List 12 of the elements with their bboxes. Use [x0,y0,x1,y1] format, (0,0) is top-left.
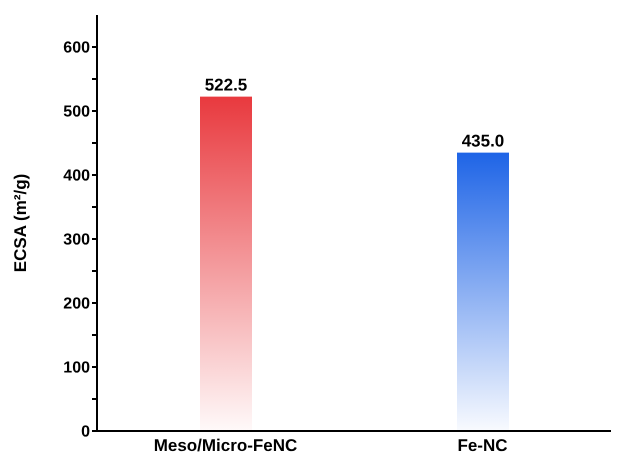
y-tick-label: 400 [63,168,90,185]
x-tick-label: Meso/Micro-FeNC [154,436,298,456]
y-tick-label: 300 [63,232,90,249]
x-tick-label: Fe-NC [457,436,508,456]
data-label: 435.0 [462,132,504,151]
y-tick-label: 0 [81,424,90,441]
y-tick-label: 200 [63,296,90,313]
data-label: 522.5 [204,76,248,95]
y-tick-label: 600 [63,40,90,57]
y-tick-label: 500 [63,104,90,121]
y-axis-title: ECSA (m²/g) [11,174,30,272]
y-tick-label: 100 [63,360,90,377]
